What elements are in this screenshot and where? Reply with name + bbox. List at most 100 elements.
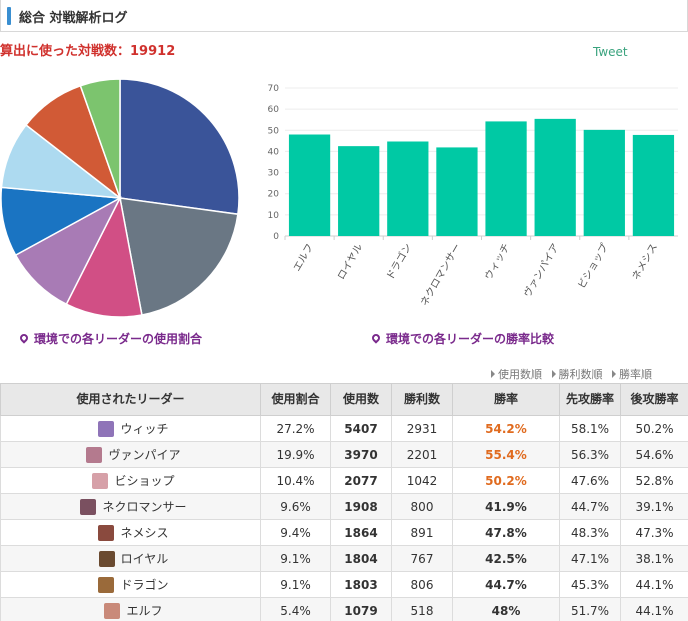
first-rate-cell: 58.1% — [559, 415, 621, 442]
second-rate-cell: 54.6% — [620, 441, 688, 468]
y-tick-label: 50 — [268, 126, 280, 136]
pie-slice — [79, 78, 121, 199]
leader-avatar — [98, 551, 115, 567]
leader-stats-table: 使用されたリーダー 使用割合 使用数 勝利数 勝率 先攻勝率 後攻勝率 ウィッチ… — [0, 383, 688, 621]
second-rate-cell: 44.1% — [620, 571, 688, 598]
leader-name: ヴァンパイア — [108, 448, 181, 462]
col-header-uses: 使用数 — [330, 383, 392, 416]
bar — [534, 118, 576, 236]
rate-cell: 41.9% — [452, 493, 560, 520]
y-tick-label: 70 — [268, 84, 280, 94]
table-row: エルフ 5.4% 1079 518 48% 51.7% 44.1% — [0, 597, 688, 621]
second-rate-cell: 44.1% — [620, 597, 688, 621]
leader-name: ビショップ — [114, 474, 175, 488]
y-tick-label: 10 — [268, 211, 280, 221]
leader-avatar — [98, 525, 115, 541]
x-tick-label: エルフ — [292, 242, 317, 273]
share-cell: 5.4% — [260, 597, 331, 621]
triangle-right-icon — [612, 370, 616, 378]
pie-slice — [119, 197, 239, 316]
table-row: ドラゴン 9.1% 1803 806 44.7% 45.3% 44.1% — [0, 571, 688, 598]
share-cell: 9.1% — [260, 545, 331, 572]
leader-name: ドラゴン — [120, 578, 169, 592]
header-accent-bar — [7, 7, 11, 25]
second-rate-cell: 38.1% — [620, 545, 688, 572]
sort-by-uses[interactable]: 使用数順 — [491, 368, 542, 381]
first-rate-cell: 48.3% — [559, 519, 621, 546]
leader-avatar — [104, 603, 121, 619]
table-row: ロイヤル 9.1% 1804 767 42.5% 47.1% 38.1% — [0, 545, 688, 572]
uses-cell: 1908 — [330, 493, 392, 520]
share-cell: 9.6% — [260, 493, 331, 520]
wins-cell: 891 — [391, 519, 453, 546]
map-pin-icon — [18, 332, 30, 344]
table-row: ネメシス 9.4% 1864 891 47.8% 48.3% 47.3% — [0, 519, 688, 546]
leader-cell: ウィッチ — [0, 415, 261, 442]
leader-cell: ロイヤル — [0, 545, 261, 572]
first-rate-cell: 47.6% — [559, 467, 621, 494]
col-header-share: 使用割合 — [260, 383, 331, 416]
pie-slice — [65, 195, 143, 318]
col-header-rate: 勝率 — [452, 383, 560, 416]
bar-caption: 環境での各リーダーの勝率比較 — [370, 330, 555, 347]
y-tick-label: 60 — [268, 105, 280, 115]
wins-cell: 767 — [391, 545, 453, 572]
rate-cell: 50.2% — [452, 467, 560, 494]
wins-cell: 518 — [391, 597, 453, 621]
first-rate-cell: 51.7% — [559, 597, 621, 621]
bar-caption-text: 環境での各リーダーの勝率比較 — [386, 332, 555, 346]
share-cell: 9.1% — [260, 571, 331, 598]
col-header-second-rate: 後攻勝率 — [620, 383, 688, 416]
leader-avatar — [92, 473, 109, 489]
rate-cell: 54.2% — [452, 415, 560, 442]
y-tick-label: 30 — [268, 169, 280, 179]
sort-by-rate[interactable]: 勝率順 — [612, 368, 652, 381]
wins-cell: 2931 — [391, 415, 453, 442]
pie-caption: 環境での各リーダーの使用割合 — [18, 330, 202, 347]
leader-name: ネメシス — [120, 526, 169, 540]
page-header: 総合 対戦解析ログ — [0, 0, 688, 32]
wins-cell: 806 — [391, 571, 453, 598]
triangle-right-icon — [551, 370, 556, 378]
first-rate-cell: 56.3% — [559, 441, 621, 468]
leader-cell: ネクロマンサー — [0, 493, 261, 520]
leader-cell: エルフ — [0, 597, 261, 621]
leader-cell: ネメシス — [0, 519, 261, 546]
second-rate-cell: 52.8% — [620, 467, 688, 494]
first-rate-cell: 47.1% — [559, 545, 621, 572]
sort-by-wins[interactable]: 勝利数順 — [551, 368, 603, 381]
second-rate-cell: 50.2% — [620, 415, 688, 442]
total-matches: 算出に使った対戦数：19912 — [0, 40, 175, 59]
bar — [583, 129, 625, 236]
uses-cell: 1804 — [330, 545, 392, 572]
leader-avatar — [86, 447, 103, 463]
share-cell: 10.4% — [260, 467, 331, 494]
rate-cell: 48% — [452, 597, 560, 621]
share-cell: 27.2% — [260, 415, 331, 442]
leader-cell: ビショップ — [0, 467, 261, 494]
bar — [632, 134, 675, 236]
leader-name: ウィッチ — [120, 422, 169, 436]
y-tick-label: 40 — [268, 147, 280, 157]
winrate-bar-chart: 0 10 20 30 40 50 60 70 エルフ ロイヤル ドラゴン ネクロマンサー ウィッチ ヴァン… — [268, 84, 678, 308]
first-rate-cell: 44.7% — [559, 493, 621, 520]
x-tick-label: ビショップ — [576, 242, 611, 291]
tweet-button[interactable]: Tweet — [593, 45, 628, 59]
leader-name: エルフ — [126, 604, 163, 618]
rate-cell: 55.4% — [452, 441, 560, 468]
page-title: 総合 対戦解析ログ — [19, 11, 128, 26]
bar — [436, 147, 478, 236]
uses-cell: 1864 — [330, 519, 392, 546]
rate-cell: 47.8% — [452, 519, 560, 546]
bar — [338, 146, 380, 236]
table-row: ヴァンパイア 19.9% 3970 2201 55.4% 56.3% 54.6% — [0, 441, 688, 468]
uses-cell: 2077 — [330, 467, 392, 494]
leader-avatar — [80, 499, 97, 515]
leader-name: ロイヤル — [120, 552, 169, 566]
x-tick-label: ドラゴン — [383, 241, 414, 282]
x-tick-label: ネメシス — [630, 242, 660, 283]
wins-cell: 800 — [391, 493, 453, 520]
col-header-first-rate: 先攻勝率 — [559, 383, 621, 416]
wins-cell: 2201 — [391, 441, 453, 468]
leader-cell: ヴァンパイア — [0, 441, 261, 468]
